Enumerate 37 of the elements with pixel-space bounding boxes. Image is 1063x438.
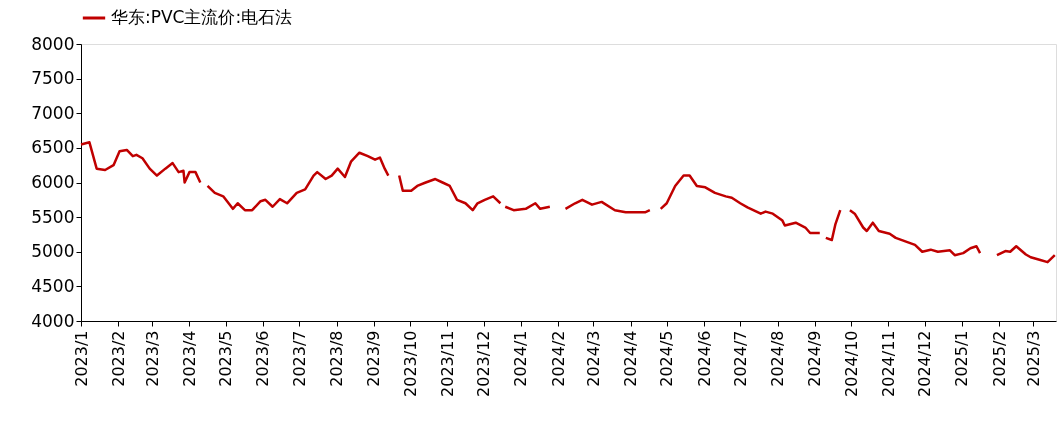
y-tick-label: 4000: [31, 310, 75, 331]
x-tick-label: 2024/5: [657, 330, 677, 387]
x-tick-label: 2024/1: [511, 330, 531, 387]
x-tick-label: 2023/7: [289, 330, 309, 387]
y-tick-label: 5000: [31, 241, 75, 262]
x-tick-label: 2024/4: [621, 330, 641, 387]
x-tick-label: 2023/8: [327, 330, 346, 387]
x-tick-label: 2024/2: [548, 330, 568, 387]
x-tick-label: 2023/3: [142, 330, 162, 387]
x-tick-label: 2024/11: [878, 330, 898, 397]
x-tick-label: 2024/9: [805, 330, 825, 387]
x-tick-label: 2025/2: [989, 330, 1009, 387]
x-tick-label: 2024/10: [841, 330, 861, 397]
x-tick-label: 2023/2: [108, 330, 128, 387]
y-tick-label: 4500: [31, 275, 75, 296]
x-tick-label: 2024/3: [583, 330, 603, 387]
x-tick-label: 2023/11: [437, 330, 457, 397]
x-tick-label: 2025/3: [1023, 330, 1043, 387]
x-tick-label: 2024/12: [915, 330, 935, 397]
y-tick-label: 8000: [31, 33, 75, 54]
x-tick-label: 2025/1: [952, 330, 972, 387]
x-tick-label: 2023/1: [71, 330, 91, 387]
y-tick-label: 7000: [31, 102, 75, 123]
x-tick-label: 2023/5: [216, 330, 236, 387]
y-tick-label: 6500: [31, 137, 75, 158]
legend-label: 华东:PVC主流价:电石法: [111, 7, 293, 27]
x-tick-label: 2024/8: [768, 330, 788, 387]
x-tick-label: 2023/10: [400, 330, 420, 397]
x-tick-label: 2024/6: [694, 330, 714, 387]
y-tick-label: 6000: [31, 172, 75, 192]
x-tick-label: 2023/4: [179, 330, 199, 387]
x-tick-label: 2023/9: [364, 330, 384, 387]
x-tick-label: 2023/12: [474, 330, 494, 397]
y-tick-label: 7500: [31, 68, 75, 89]
x-tick-label: 2023/6: [253, 330, 273, 387]
x-tick-label: 2024/7: [730, 330, 750, 387]
y-tick-label: 5500: [31, 206, 75, 227]
